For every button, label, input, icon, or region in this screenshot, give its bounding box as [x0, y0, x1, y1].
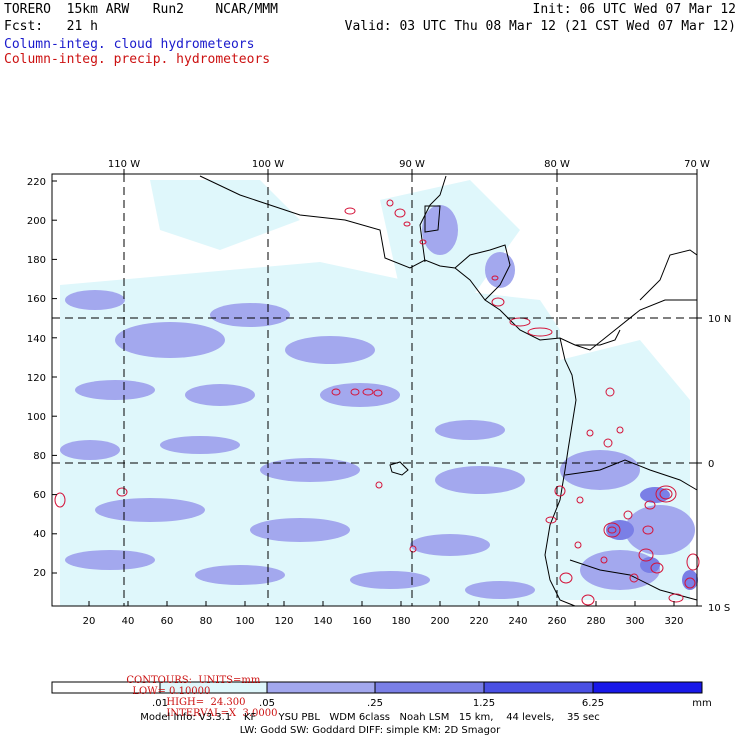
x-tick-160: 160 [352, 616, 371, 627]
contour-units: CONTOURS: UNITS=mm [126, 675, 261, 686]
tick-marks [52, 169, 702, 607]
lat-label-0: 0 [708, 459, 714, 470]
model-info-line-1: Model Info: V3.3.1 KF YSU PBL WDM 6class… [140, 712, 600, 723]
lon-label-100w: 100 W [252, 159, 284, 170]
x-tick-40: 40 [122, 616, 135, 627]
lat-label-10n: 10 N [708, 314, 731, 325]
field-precip-label: Column-integ. precip. hydrometeors [4, 52, 271, 67]
model-title: TORERO 15km ARW Run2 NCAR/MMM [4, 2, 278, 17]
colorbar-label-125: 1.25 [472, 698, 496, 709]
contour-info: CONTOURS: UNITS=mm LOW= 0.10000 HIGH= 24… [120, 664, 640, 719]
x-tick-120: 120 [274, 616, 293, 627]
x-tick-80: 80 [200, 616, 213, 627]
lat-lon-grid [52, 174, 697, 606]
y-tick-80: 80 [33, 451, 46, 462]
x-tick-300: 300 [625, 616, 644, 627]
y-tick-160: 160 [27, 294, 46, 305]
x-tick-100: 100 [235, 616, 254, 627]
left-y-tick-labels: 220 200 180 160 140 120 100 80 60 40 20 [27, 177, 46, 579]
y-tick-220: 220 [27, 177, 46, 188]
y-tick-100: 100 [27, 412, 46, 423]
y-tick-120: 120 [27, 373, 46, 384]
lon-label-80w: 80 W [544, 159, 570, 170]
x-tick-60: 60 [161, 616, 174, 627]
x-tick-260: 260 [547, 616, 566, 627]
y-tick-180: 180 [27, 255, 46, 266]
lat-label-10s: 10 S [708, 603, 730, 614]
x-tick-220: 220 [469, 616, 488, 627]
x-tick-140: 140 [313, 616, 332, 627]
right-lat-labels: 10 N 0 10 S [708, 314, 731, 614]
x-tick-200: 200 [430, 616, 449, 627]
cloud-shading-medium [60, 205, 695, 599]
colorbar [51, 681, 703, 694]
colorbar-label-05: .05 [259, 698, 275, 709]
top-lon-labels: 110 W 100 W 90 W 80 W 70 W [108, 159, 710, 170]
x-tick-20: 20 [83, 616, 96, 627]
plot-frame [51, 173, 698, 607]
init-time: Init: 06 UTC Wed 07 Mar 12 [532, 2, 737, 17]
y-tick-140: 140 [27, 334, 46, 345]
contour-low: LOW= 0.10000 [132, 686, 211, 697]
colorbar-label-01: .01 [152, 698, 168, 709]
y-tick-20: 20 [33, 568, 46, 579]
x-tick-180: 180 [391, 616, 410, 627]
precip-contours [54, 199, 700, 606]
x-tick-320: 320 [664, 616, 683, 627]
y-tick-200: 200 [27, 216, 46, 227]
coastlines [199, 175, 698, 607]
forecast-hour: Fcst: 21 h [4, 19, 98, 34]
field-cloud-label: Column-integ. cloud hydrometeors [4, 37, 255, 52]
lon-label-70w: 70 W [684, 159, 710, 170]
y-tick-60: 60 [33, 490, 46, 501]
y-tick-40: 40 [33, 529, 46, 540]
model-info-line-2: LW: Godd SW: Goddard DIFF: simple KM: 2D… [239, 725, 501, 736]
valid-time: Valid: 03 UTC Thu 08 Mar 12 (21 CST Wed … [344, 19, 736, 34]
contour-high: HIGH= 24.300 [166, 697, 246, 708]
colorbar-label-625: 6.25 [581, 698, 605, 709]
bottom-x-tick-labels: 20 40 60 80 100 120 140 160 180 200 220 … [83, 616, 684, 627]
colorbar-unit: mm [692, 698, 712, 709]
colorbar-label-25: .25 [367, 698, 383, 709]
lon-label-110w: 110 W [108, 159, 140, 170]
x-tick-240: 240 [508, 616, 527, 627]
lon-label-90w: 90 W [399, 159, 425, 170]
colorbar-segment-6 [592, 681, 703, 694]
contour-interval: INTERVAL=X 3.0000 [166, 708, 278, 719]
x-tick-280: 280 [586, 616, 605, 627]
